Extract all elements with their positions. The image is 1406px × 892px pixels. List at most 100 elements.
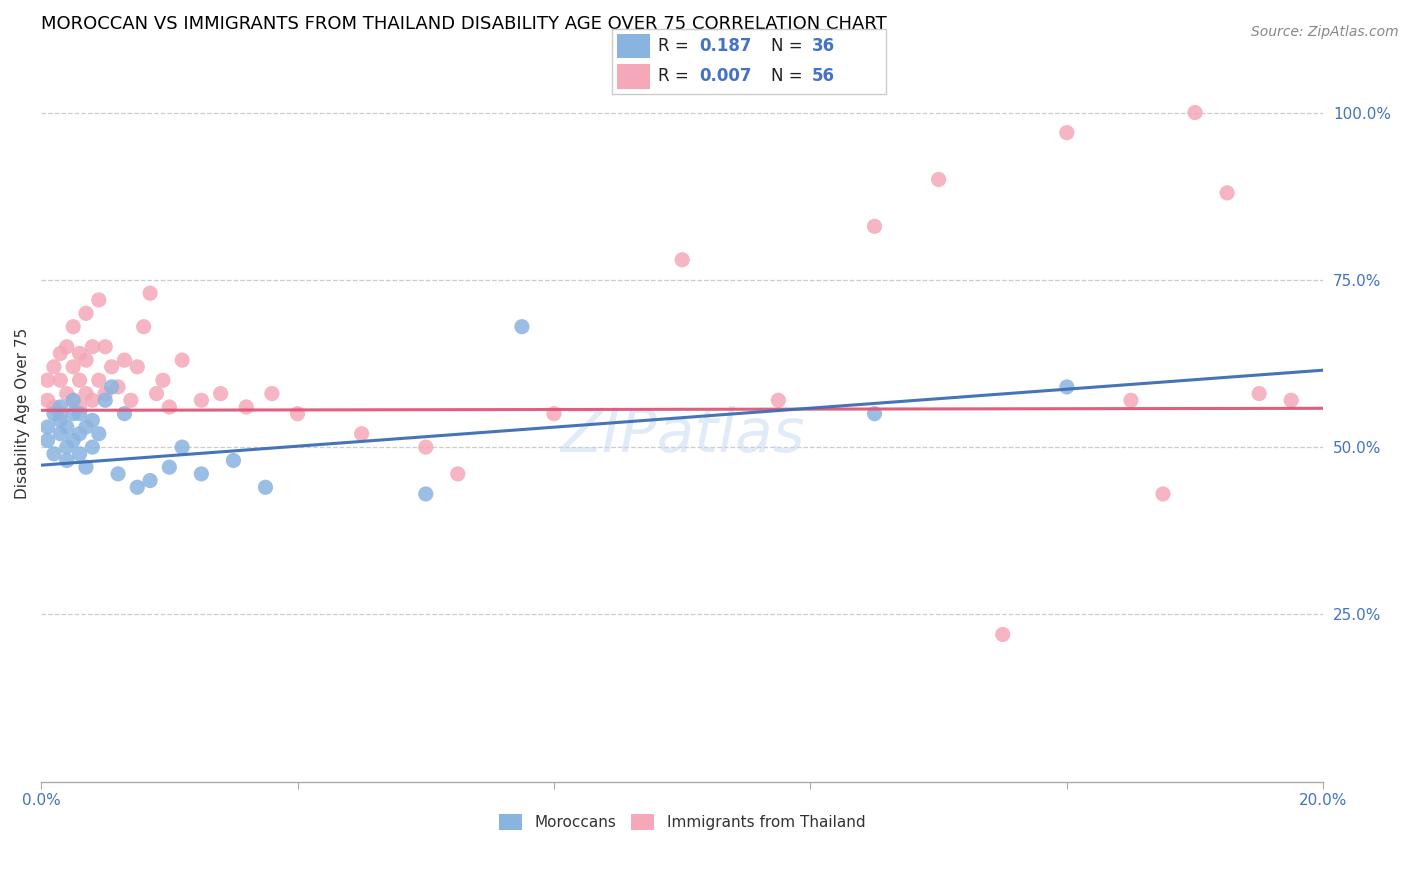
- Immigrants from Thailand: [928, 172, 950, 186]
- Moroccans: [62, 434, 84, 448]
- Moroccans: [127, 480, 149, 494]
- Immigrants from Thailand: [543, 407, 565, 421]
- Immigrants from Thailand: [37, 393, 59, 408]
- Immigrants from Thailand: [209, 386, 232, 401]
- Immigrants from Thailand: [107, 380, 129, 394]
- Immigrants from Thailand: [49, 346, 72, 360]
- Immigrants from Thailand: [235, 400, 257, 414]
- Immigrants from Thailand: [55, 386, 77, 401]
- Immigrants from Thailand: [62, 319, 84, 334]
- Immigrants from Thailand: [1119, 393, 1142, 408]
- Moroccans: [42, 407, 65, 421]
- Immigrants from Thailand: [62, 359, 84, 374]
- Text: Source: ZipAtlas.com: Source: ZipAtlas.com: [1251, 25, 1399, 39]
- Immigrants from Thailand: [42, 359, 65, 374]
- Moroccans: [62, 393, 84, 408]
- Moroccans: [69, 407, 91, 421]
- Moroccans: [82, 440, 104, 454]
- Moroccans: [172, 440, 194, 454]
- Immigrants from Thailand: [415, 440, 437, 454]
- Immigrants from Thailand: [1152, 487, 1174, 501]
- Text: N =: N =: [770, 67, 807, 86]
- Immigrants from Thailand: [94, 386, 117, 401]
- Moroccans: [42, 447, 65, 461]
- Moroccans: [254, 480, 277, 494]
- Immigrants from Thailand: [190, 393, 212, 408]
- Immigrants from Thailand: [87, 373, 110, 387]
- Immigrants from Thailand: [447, 467, 470, 481]
- Bar: [617, 34, 650, 58]
- Immigrants from Thailand: [75, 353, 97, 368]
- Immigrants from Thailand: [100, 359, 122, 374]
- Moroccans: [107, 467, 129, 481]
- Immigrants from Thailand: [1056, 126, 1078, 140]
- Moroccans: [55, 420, 77, 434]
- Immigrants from Thailand: [82, 393, 104, 408]
- Text: N =: N =: [770, 37, 807, 55]
- Moroccans: [222, 453, 245, 467]
- Moroccans: [69, 447, 91, 461]
- Immigrants from Thailand: [863, 219, 886, 234]
- Immigrants from Thailand: [94, 340, 117, 354]
- Moroccans: [190, 467, 212, 481]
- Immigrants from Thailand: [114, 353, 136, 368]
- Immigrants from Thailand: [87, 293, 110, 307]
- Immigrants from Thailand: [157, 400, 180, 414]
- Immigrants from Thailand: [75, 386, 97, 401]
- Legend: Moroccans, Immigrants from Thailand: Moroccans, Immigrants from Thailand: [494, 808, 872, 837]
- Text: R =: R =: [658, 37, 695, 55]
- Moroccans: [69, 426, 91, 441]
- Immigrants from Thailand: [69, 346, 91, 360]
- Moroccans: [55, 453, 77, 467]
- Moroccans: [139, 474, 162, 488]
- Immigrants from Thailand: [671, 252, 693, 267]
- Moroccans: [87, 426, 110, 441]
- Immigrants from Thailand: [55, 340, 77, 354]
- Immigrants from Thailand: [1184, 105, 1206, 120]
- Immigrants from Thailand: [37, 373, 59, 387]
- Immigrants from Thailand: [1279, 393, 1302, 408]
- Immigrants from Thailand: [1249, 386, 1271, 401]
- Moroccans: [863, 407, 886, 421]
- Text: ZIPatlas: ZIPatlas: [560, 406, 804, 466]
- Immigrants from Thailand: [287, 407, 309, 421]
- Moroccans: [114, 407, 136, 421]
- Immigrants from Thailand: [42, 400, 65, 414]
- Immigrants from Thailand: [69, 373, 91, 387]
- Moroccans: [49, 413, 72, 427]
- Immigrants from Thailand: [768, 393, 790, 408]
- Moroccans: [157, 460, 180, 475]
- Moroccans: [37, 434, 59, 448]
- Immigrants from Thailand: [139, 286, 162, 301]
- Text: R =: R =: [658, 67, 695, 86]
- Immigrants from Thailand: [152, 373, 174, 387]
- Moroccans: [62, 407, 84, 421]
- Immigrants from Thailand: [132, 319, 155, 334]
- Moroccans: [75, 460, 97, 475]
- Text: 0.187: 0.187: [699, 37, 752, 55]
- Text: 56: 56: [811, 67, 835, 86]
- Immigrants from Thailand: [120, 393, 142, 408]
- Immigrants from Thailand: [991, 627, 1014, 641]
- Moroccans: [100, 380, 122, 394]
- Moroccans: [37, 420, 59, 434]
- Moroccans: [94, 393, 117, 408]
- Immigrants from Thailand: [260, 386, 283, 401]
- Immigrants from Thailand: [49, 373, 72, 387]
- Bar: [617, 64, 650, 88]
- Moroccans: [415, 487, 437, 501]
- Text: 0.007: 0.007: [699, 67, 752, 86]
- Moroccans: [510, 319, 533, 334]
- Immigrants from Thailand: [49, 407, 72, 421]
- Text: 36: 36: [811, 37, 835, 55]
- Moroccans: [82, 413, 104, 427]
- Moroccans: [1056, 380, 1078, 394]
- Immigrants from Thailand: [350, 426, 373, 441]
- Immigrants from Thailand: [62, 393, 84, 408]
- Immigrants from Thailand: [82, 340, 104, 354]
- Moroccans: [55, 440, 77, 454]
- Moroccans: [75, 420, 97, 434]
- Immigrants from Thailand: [172, 353, 194, 368]
- Y-axis label: Disability Age Over 75: Disability Age Over 75: [15, 328, 30, 500]
- Moroccans: [49, 426, 72, 441]
